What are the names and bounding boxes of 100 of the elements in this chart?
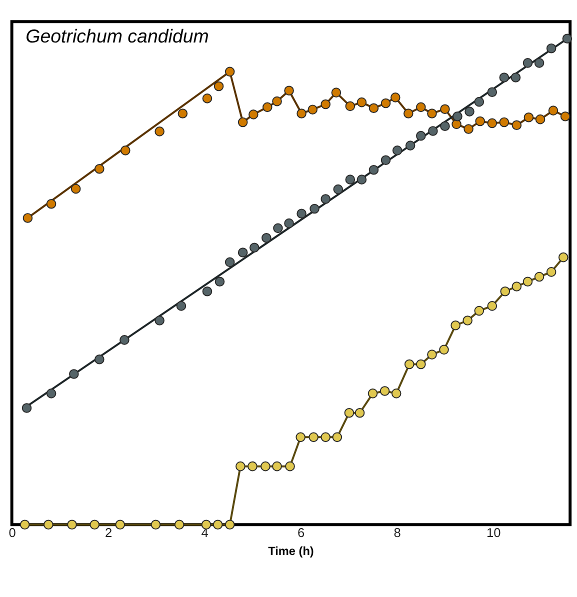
point: [354, 408, 365, 418]
point: [534, 58, 544, 68]
point: [154, 126, 164, 136]
point: [238, 117, 248, 128]
point: [345, 101, 356, 112]
point: [150, 520, 161, 530]
x-tick-label: 2: [105, 524, 112, 540]
x-tick-label: 0: [8, 524, 16, 540]
point: [22, 213, 33, 223]
point: [558, 252, 568, 262]
point: [44, 520, 54, 530]
point: [462, 316, 472, 326]
point: [487, 87, 498, 97]
point: [391, 388, 402, 398]
point: [202, 286, 212, 296]
point: [214, 81, 224, 92]
point: [308, 432, 318, 442]
point: [428, 126, 438, 136]
point: [296, 108, 306, 118]
point: [522, 58, 533, 68]
point: [176, 301, 186, 311]
point: [368, 164, 379, 175]
point: [487, 118, 498, 128]
point: [70, 184, 81, 194]
point: [320, 194, 331, 204]
point: [524, 112, 534, 122]
point: [452, 119, 462, 130]
point: [464, 106, 474, 116]
point: [562, 34, 572, 44]
point: [534, 272, 544, 282]
point: [154, 316, 164, 326]
point: [115, 520, 126, 530]
point: [262, 102, 272, 112]
point: [416, 102, 426, 112]
point: [212, 520, 223, 530]
point: [464, 124, 474, 134]
point: [67, 520, 77, 530]
point: [487, 301, 498, 311]
point: [368, 388, 378, 398]
point: [345, 174, 356, 184]
x-axis-title: Time (h): [268, 544, 314, 558]
point: [201, 520, 212, 530]
point: [546, 43, 556, 54]
point: [249, 242, 260, 253]
point: [368, 103, 379, 114]
point: [214, 276, 225, 287]
point: [405, 140, 416, 150]
point: [262, 233, 272, 243]
point: [535, 114, 546, 124]
point: [310, 204, 320, 214]
point: [546, 267, 556, 277]
x-tick-label: 6: [298, 524, 305, 540]
point: [296, 208, 306, 218]
point: [120, 146, 130, 156]
point: [238, 248, 248, 258]
point: [20, 520, 30, 530]
point: [320, 432, 331, 442]
point: [404, 359, 414, 370]
point: [272, 461, 282, 472]
point: [452, 112, 462, 122]
point: [427, 350, 437, 360]
point: [403, 108, 414, 118]
point: [178, 108, 188, 118]
point: [272, 96, 282, 106]
point: [284, 86, 294, 96]
point: [296, 432, 306, 442]
point: [512, 120, 522, 130]
point: [416, 359, 426, 370]
point: [236, 461, 246, 472]
point: [332, 432, 342, 442]
point: [390, 92, 400, 102]
point: [522, 276, 533, 287]
x-tick-label: 10: [486, 524, 501, 540]
point: [380, 98, 391, 108]
point: [474, 96, 484, 107]
point: [273, 223, 283, 234]
point: [248, 461, 258, 472]
point: [416, 130, 426, 141]
x-tick-label: 4: [201, 524, 208, 540]
point: [427, 108, 437, 118]
point: [69, 369, 79, 379]
point: [284, 218, 294, 228]
point: [308, 104, 318, 114]
point: [380, 155, 391, 166]
point: [356, 174, 367, 184]
point: [94, 164, 104, 174]
point: [333, 184, 344, 194]
point: [46, 388, 56, 398]
point: [224, 520, 235, 530]
point: [331, 88, 342, 98]
x-tick-label: 8: [394, 524, 401, 540]
point: [344, 408, 354, 418]
point: [439, 344, 449, 355]
point: [510, 72, 521, 82]
point: [120, 335, 130, 345]
point: [174, 520, 184, 530]
point: [224, 257, 235, 268]
point: [499, 72, 510, 82]
point: [94, 354, 104, 364]
point: [320, 99, 331, 110]
